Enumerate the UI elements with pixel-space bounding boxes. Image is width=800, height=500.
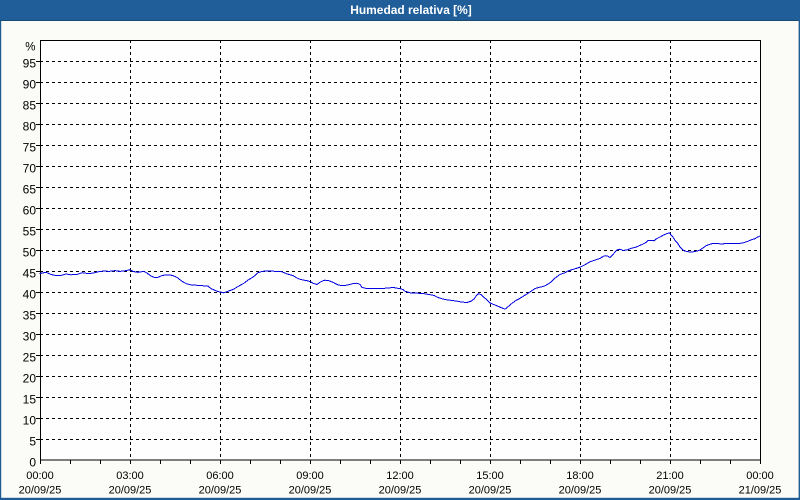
- svg-text:10: 10: [23, 414, 37, 428]
- svg-text:30: 30: [23, 330, 37, 344]
- svg-text:00:00: 00:00: [746, 470, 774, 482]
- svg-text:09:00: 09:00: [296, 470, 324, 482]
- svg-text:95: 95: [23, 57, 37, 71]
- svg-text:20/09/25: 20/09/25: [469, 485, 512, 497]
- svg-text:55: 55: [23, 225, 37, 239]
- svg-text:21:00: 21:00: [656, 470, 684, 482]
- svg-text:80: 80: [23, 120, 37, 134]
- svg-text:60: 60: [23, 204, 37, 218]
- svg-text:20/09/25: 20/09/25: [379, 485, 422, 497]
- svg-text:Humedad relativa [%]: Humedad relativa [%]: [350, 3, 472, 17]
- svg-text:45: 45: [23, 267, 37, 281]
- svg-text:65: 65: [23, 183, 37, 197]
- svg-text:35: 35: [23, 309, 37, 323]
- svg-text:15: 15: [23, 393, 37, 407]
- svg-text:00:00: 00:00: [26, 470, 54, 482]
- svg-text:03:00: 03:00: [116, 470, 144, 482]
- svg-text:20/09/25: 20/09/25: [19, 485, 62, 497]
- svg-text:40: 40: [23, 288, 37, 302]
- svg-text:20/09/25: 20/09/25: [559, 485, 602, 497]
- svg-text:5: 5: [29, 435, 36, 449]
- svg-text:20/09/25: 20/09/25: [199, 485, 242, 497]
- svg-text:20/09/25: 20/09/25: [649, 485, 692, 497]
- svg-text:20: 20: [23, 372, 37, 386]
- svg-text:21/09/25: 21/09/25: [739, 485, 782, 497]
- svg-text:18:00: 18:00: [566, 470, 594, 482]
- svg-text:20/09/25: 20/09/25: [289, 485, 332, 497]
- svg-text:%: %: [25, 42, 35, 54]
- svg-text:25: 25: [23, 351, 37, 365]
- svg-text:90: 90: [23, 78, 37, 92]
- svg-text:50: 50: [23, 246, 37, 260]
- svg-text:12:00: 12:00: [386, 470, 414, 482]
- svg-text:75: 75: [23, 141, 37, 155]
- svg-text:15:00: 15:00: [476, 470, 504, 482]
- svg-text:0: 0: [29, 456, 36, 470]
- svg-text:20/09/25: 20/09/25: [109, 485, 152, 497]
- svg-text:06:00: 06:00: [206, 470, 234, 482]
- svg-text:70: 70: [23, 162, 37, 176]
- svg-text:85: 85: [23, 99, 37, 113]
